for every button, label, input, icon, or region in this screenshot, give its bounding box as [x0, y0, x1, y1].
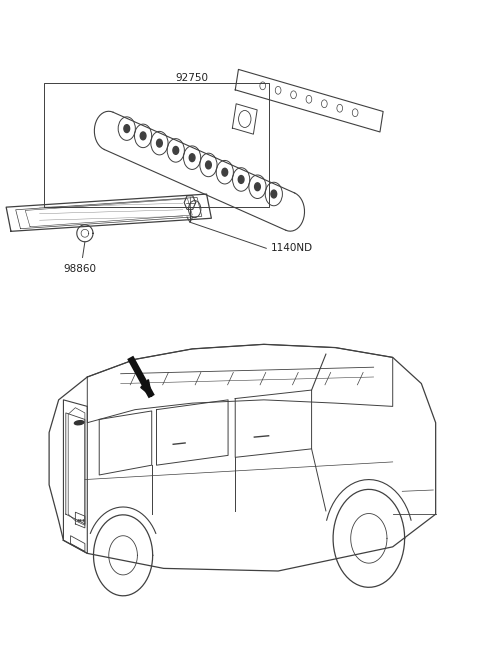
Circle shape — [222, 169, 228, 176]
Circle shape — [156, 139, 162, 147]
Circle shape — [189, 154, 195, 161]
Polygon shape — [141, 380, 152, 397]
Ellipse shape — [74, 420, 84, 424]
Circle shape — [124, 125, 130, 133]
Circle shape — [205, 161, 211, 169]
Circle shape — [140, 132, 146, 140]
Text: 1140ND: 1140ND — [271, 243, 313, 253]
Circle shape — [173, 146, 179, 154]
Circle shape — [238, 176, 244, 184]
Text: 92750: 92750 — [176, 73, 209, 83]
Circle shape — [254, 183, 260, 191]
Circle shape — [271, 190, 276, 198]
Text: 98860: 98860 — [63, 264, 96, 274]
